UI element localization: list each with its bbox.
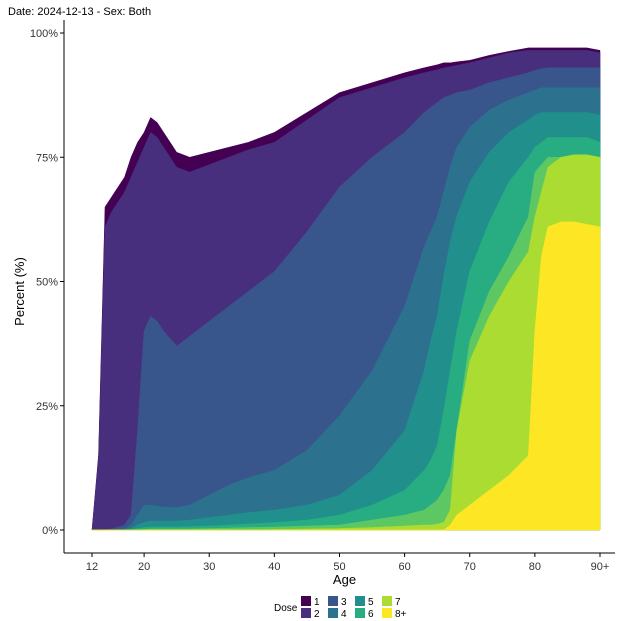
legend-label-7: 7	[395, 597, 401, 608]
y-axis-title: Percent (%)	[12, 257, 27, 326]
legend-swatch-3	[328, 596, 338, 606]
legend-label-2: 2	[314, 609, 320, 620]
legend-label-8+: 8+	[395, 609, 407, 620]
x-tick-label: 90+	[591, 561, 610, 573]
x-tick-label: 30	[203, 561, 215, 573]
legend: Dose 12 34 56 78+	[274, 596, 407, 620]
x-tick-label: 40	[268, 561, 280, 573]
legend-label-4: 4	[341, 609, 347, 620]
legend-label-5: 5	[368, 597, 374, 608]
area-layers	[91, 47, 601, 531]
y-tick-label: 25%	[36, 401, 58, 413]
legend-label-3: 3	[341, 597, 347, 608]
x-tick-label: 50	[333, 561, 345, 573]
y-tick-label: 75%	[36, 152, 58, 164]
x-tick-label: 70	[464, 561, 476, 573]
legend-title: Dose	[274, 603, 298, 614]
y-axis-ticks: 0% 25% 50% 75% 100%	[30, 28, 64, 537]
x-tick-label: 80	[529, 561, 541, 573]
legend-swatch-8+	[382, 608, 392, 618]
x-tick-label: 60	[398, 561, 410, 573]
y-tick-label: 100%	[30, 28, 58, 40]
legend-swatch-1	[301, 596, 311, 606]
legend-swatch-2	[301, 608, 311, 618]
area-dose-9	[92, 221, 601, 531]
x-axis-title: Age	[333, 572, 356, 587]
chart-subtitle: Date: 2024-12-13 - Sex: Both	[8, 6, 152, 18]
x-tick-label: 12	[86, 561, 98, 573]
legend-swatch-7	[382, 596, 392, 606]
legend-swatch-5	[355, 596, 365, 606]
legend-swatch-6	[355, 608, 365, 618]
legend-label-1: 1	[314, 597, 320, 608]
legend-label-6: 6	[368, 609, 374, 620]
y-tick-label: 50%	[36, 277, 58, 289]
x-tick-label: 20	[138, 561, 150, 573]
legend-swatch-4	[328, 608, 338, 618]
y-tick-label: 0%	[42, 525, 58, 537]
x-axis-ticks: 12 20 30 40 50 60 70 80 90+	[86, 553, 609, 573]
